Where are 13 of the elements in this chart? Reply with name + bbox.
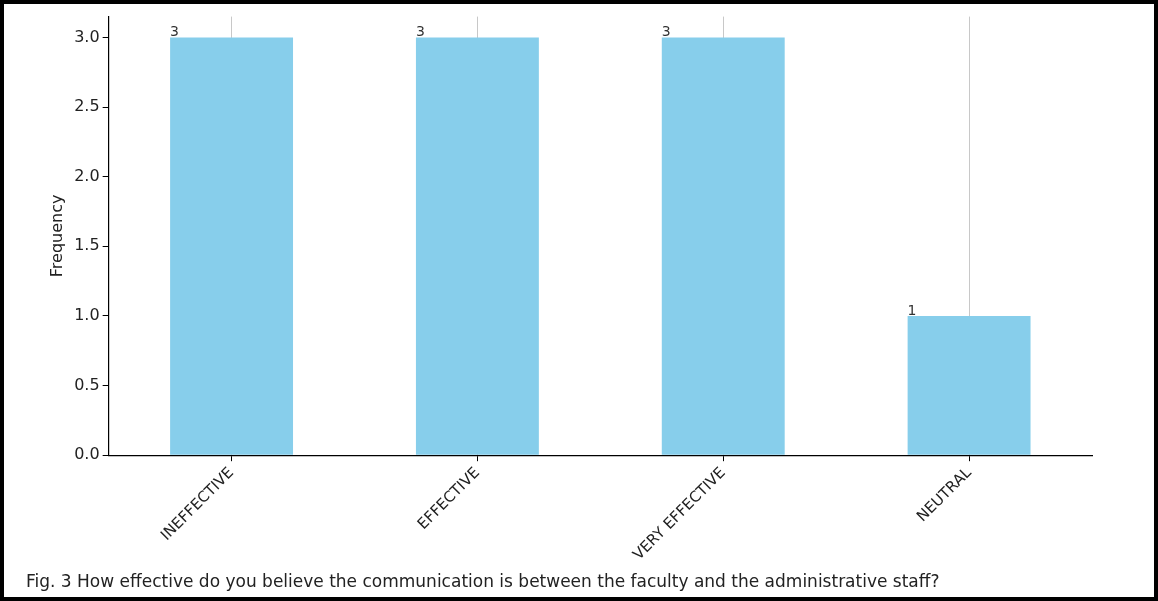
- y-tick-label: 0.5: [74, 374, 100, 394]
- y-tick-label: 3.0: [74, 26, 100, 46]
- data-label: 3: [170, 23, 180, 40]
- data-label: 3: [415, 23, 425, 40]
- y-tick-label: 2.5: [74, 96, 100, 116]
- y-tick-label: 1.0: [74, 305, 100, 325]
- data-label: 3: [661, 23, 671, 40]
- y-tick-label: 1.5: [74, 235, 100, 255]
- y-tick-label: 0.0: [74, 444, 100, 464]
- y-tick-label: 2.0: [74, 165, 100, 185]
- data-label: 1: [907, 301, 917, 318]
- y-axis-title: Frequency: [46, 194, 66, 278]
- caption: Fig. 3 How effective do you believe the communication is between the faculty and the administrative staff?: [26, 570, 940, 591]
